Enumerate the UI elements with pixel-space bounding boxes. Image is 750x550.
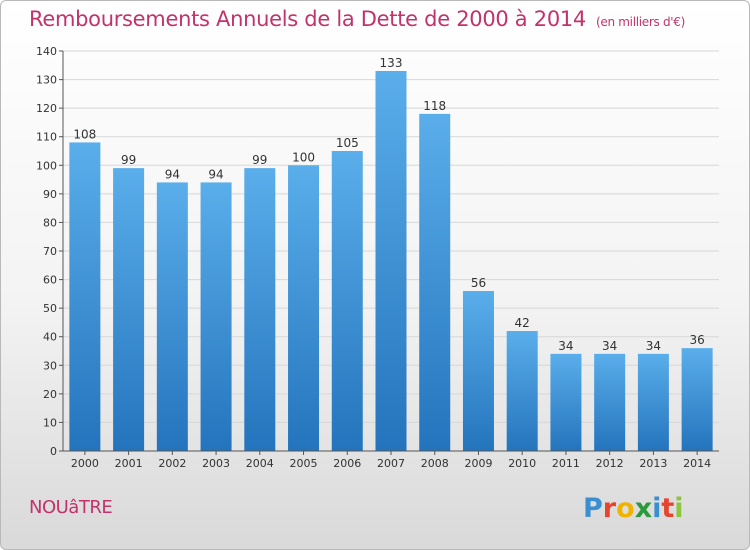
bar-2002	[156, 182, 188, 451]
town-name: NOUâTRE	[29, 497, 113, 518]
bar-value-label: 34	[646, 339, 661, 353]
bar-2005	[288, 165, 320, 452]
bar-value-label: 100	[292, 150, 315, 164]
x-tick-label: 2012	[596, 457, 624, 470]
bar-value-label: 34	[558, 339, 573, 353]
svg-text:Proxiti: Proxiti	[583, 493, 684, 524]
proxiti-logo: Proxiti	[583, 493, 684, 524]
chart-title-unit: (en milliers d'€)	[596, 15, 686, 29]
bar-2013	[637, 353, 669, 451]
x-tick-label: 2014	[683, 457, 711, 470]
bar-2007	[375, 71, 407, 451]
bar-value-label: 99	[252, 153, 267, 167]
bar-2012	[594, 353, 626, 451]
y-tick-label: 20	[43, 388, 57, 401]
y-tick-label: 110	[36, 131, 57, 144]
y-tick-label: 60	[43, 274, 57, 287]
bar-2006	[331, 151, 363, 451]
x-tick-label: 2000	[71, 457, 99, 470]
y-tick-label: 90	[43, 188, 57, 201]
x-tick-label: 2006	[333, 457, 361, 470]
axes: 0 10 20 30 40 50 60 70 80 90 100 110 120 130 140 2000 20…	[36, 45, 719, 470]
chart-title: Remboursements Annuels de la Dette de 20…	[29, 7, 685, 31]
bar-2000	[69, 142, 101, 451]
bar-value-label: 94	[165, 167, 180, 181]
chart-title-text: Remboursements Annuels de la Dette de 20…	[29, 7, 586, 31]
bars: 108 99 94 94 99 100 105 133 118 56 42 34 34 34 36	[69, 56, 713, 452]
y-tick-label: 130	[36, 74, 57, 87]
bar-2010	[506, 331, 538, 451]
x-tick-label: 2009	[464, 457, 492, 470]
bar-2001	[113, 168, 145, 451]
y-tick-label: 120	[36, 102, 57, 115]
y-tick-label: 40	[43, 331, 57, 344]
y-tick-label: 80	[43, 216, 57, 229]
bar-2003	[200, 182, 232, 451]
x-tick-label: 2003	[202, 457, 230, 470]
bar-2009	[462, 291, 494, 451]
x-tick-label: 2007	[377, 457, 405, 470]
bar-value-label: 94	[208, 167, 223, 181]
y-tick-label: 70	[43, 245, 57, 258]
bar-2004	[244, 168, 276, 451]
x-tick-label: 2004	[246, 457, 274, 470]
y-tick-label: 0	[50, 445, 57, 458]
bar-value-label: 99	[121, 153, 136, 167]
bar-2011	[550, 353, 582, 451]
bar-value-label: 118	[423, 99, 446, 113]
x-tick-label: 2008	[421, 457, 449, 470]
bar-value-label: 108	[73, 127, 96, 141]
y-tick-label: 50	[43, 302, 57, 315]
bar-value-label: 133	[380, 56, 403, 70]
x-tick-label: 2010	[508, 457, 536, 470]
x-tick-label: 2002	[158, 457, 186, 470]
bar-2008	[419, 113, 451, 451]
bar-value-label: 34	[602, 339, 617, 353]
x-tick-label: 2005	[290, 457, 318, 470]
x-tick-label: 2001	[115, 457, 143, 470]
bar-value-label: 56	[471, 276, 486, 290]
bar-2014	[681, 348, 713, 451]
x-tick-label: 2013	[639, 457, 667, 470]
bar-value-label: 105	[336, 136, 359, 150]
bar-value-label: 36	[689, 333, 704, 347]
y-tick-label: 30	[43, 359, 57, 372]
x-tick-label: 2011	[552, 457, 580, 470]
bar-value-label: 42	[515, 316, 530, 330]
y-tick-label: 140	[36, 45, 57, 58]
y-tick-label: 10	[43, 416, 57, 429]
y-tick-label: 100	[36, 159, 57, 172]
